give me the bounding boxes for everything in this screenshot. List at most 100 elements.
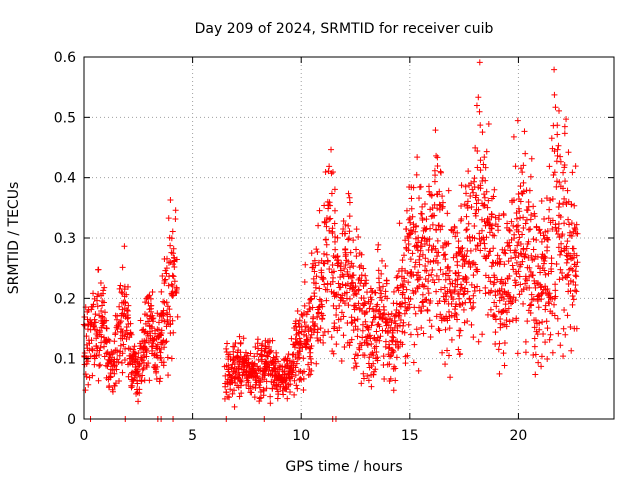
- data-point: [311, 257, 318, 264]
- data-point: [477, 185, 484, 192]
- data-point: [574, 230, 581, 237]
- y-tick-label: 0.3: [54, 231, 76, 247]
- data-point: [280, 391, 287, 398]
- data-point: [294, 385, 301, 392]
- data-point: [370, 371, 377, 378]
- data-point: [393, 300, 400, 307]
- data-point: [95, 377, 102, 384]
- data-point: [330, 302, 337, 309]
- data-point: [454, 262, 461, 269]
- data-point: [376, 337, 383, 344]
- data-point: [416, 261, 423, 268]
- data-point: [531, 324, 538, 331]
- data-point: [468, 321, 475, 328]
- data-point: [530, 246, 537, 253]
- data-point: [442, 276, 449, 283]
- data-point: [517, 198, 524, 205]
- data-point: [409, 213, 416, 220]
- data-point: [300, 387, 307, 394]
- data-point: [344, 268, 351, 275]
- data-point: [405, 279, 412, 286]
- data-point: [573, 273, 580, 280]
- data-point: [170, 245, 177, 252]
- data-point: [423, 216, 430, 223]
- data-point: [399, 300, 406, 307]
- data-point: [245, 355, 252, 362]
- data-point: [517, 250, 524, 257]
- data-point: [342, 230, 349, 237]
- data-point: [254, 350, 261, 357]
- data-point: [458, 182, 465, 189]
- data-point: [305, 371, 312, 378]
- data-point: [403, 286, 410, 293]
- data-point: [356, 346, 363, 353]
- data-point: [434, 163, 441, 170]
- data-point: [491, 299, 498, 306]
- data-point: [454, 276, 461, 283]
- data-point: [477, 247, 484, 254]
- data-point: [348, 336, 355, 343]
- data-point: [173, 290, 180, 297]
- data-point: [462, 299, 469, 306]
- data-point: [308, 250, 315, 257]
- data-point: [293, 382, 300, 389]
- data-point: [307, 371, 314, 378]
- data-point: [331, 186, 338, 193]
- data-point: [540, 331, 547, 338]
- data-point: [255, 345, 262, 352]
- data-point: [340, 313, 347, 320]
- data-point: [161, 344, 168, 351]
- data-point: [481, 245, 488, 252]
- data-point: [556, 179, 563, 186]
- data-point: [115, 358, 122, 365]
- data-point: [565, 198, 572, 205]
- data-point: [482, 290, 489, 297]
- data-point: [167, 320, 174, 327]
- y-axis-label: SRMTID / TECUs: [6, 182, 22, 295]
- data-point: [138, 355, 145, 362]
- data-point: [399, 341, 406, 348]
- data-point: [423, 296, 430, 303]
- data-point: [381, 306, 388, 313]
- data-point: [479, 129, 486, 136]
- data-point: [85, 381, 92, 388]
- data-point: [360, 295, 367, 302]
- data-point: [299, 369, 306, 376]
- data-point: [314, 326, 321, 333]
- data-point: [554, 122, 561, 129]
- data-point: [165, 372, 172, 379]
- data-point: [347, 249, 354, 256]
- data-point: [466, 258, 473, 265]
- data-point: [509, 262, 516, 269]
- data-point: [471, 235, 478, 242]
- data-point: [149, 325, 156, 332]
- data-point: [415, 367, 422, 374]
- data-point: [268, 347, 275, 354]
- data-point: [350, 327, 357, 334]
- data-point: [528, 155, 535, 162]
- data-point: [506, 318, 513, 325]
- data-point: [434, 154, 441, 161]
- data-point: [409, 250, 416, 257]
- chart-title: Day 209 of 2024, SRMTID for receiver cui…: [195, 21, 494, 37]
- data-point: [536, 226, 543, 233]
- data-point: [553, 261, 560, 268]
- x-tick-label: 10: [292, 428, 310, 444]
- data-point: [301, 319, 308, 326]
- data-point: [464, 226, 471, 233]
- y-tick-label: 0.2: [54, 291, 76, 307]
- data-point: [553, 183, 560, 190]
- data-point: [454, 316, 461, 323]
- data-point: [420, 330, 427, 337]
- data-point: [295, 330, 302, 337]
- data-point: [513, 315, 520, 322]
- data-point: [405, 321, 412, 328]
- data-point: [122, 345, 129, 352]
- data-point: [98, 333, 105, 340]
- data-point: [413, 244, 420, 251]
- data-point: [572, 287, 579, 294]
- data-point: [556, 234, 563, 241]
- data-point: [326, 199, 333, 206]
- data-point: [380, 353, 387, 360]
- data-point: [551, 91, 558, 98]
